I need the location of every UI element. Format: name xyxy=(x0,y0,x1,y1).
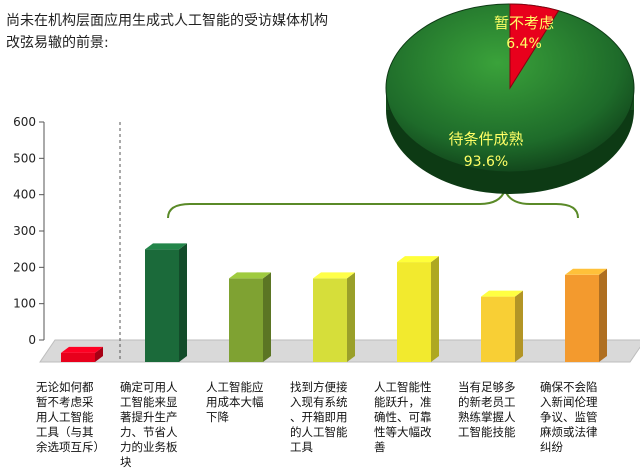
y-tick-label: 100 xyxy=(13,297,36,311)
pie-label: 待条件成熟 xyxy=(448,130,523,148)
bar-side xyxy=(263,272,271,362)
pie-percent-label: 93.6% xyxy=(464,154,508,170)
bar-top xyxy=(565,268,607,275)
chart-title-line-2: 改弦易辙的前景: xyxy=(6,35,109,51)
bar-front xyxy=(565,274,599,362)
y-tick-label: 0 xyxy=(28,333,36,347)
pie-percent-label: 6.4% xyxy=(506,36,542,52)
bar-side xyxy=(599,268,607,362)
bar-front xyxy=(145,249,179,362)
bar xyxy=(313,272,355,362)
bar-top xyxy=(229,272,271,279)
bar-front xyxy=(397,262,431,362)
bar-front xyxy=(229,278,263,362)
bar-front xyxy=(481,296,515,362)
y-tick-label: 300 xyxy=(13,224,36,238)
bar-top xyxy=(313,272,355,279)
x-tick-label: 人工智能应 用成本大幅 下降 xyxy=(206,380,264,424)
bar-front xyxy=(61,352,95,362)
chart-title-line-1: 尚未在机构层面应用生成式人工智能的受访媒体机构 xyxy=(6,13,328,29)
pie-label: 暂不考虑 xyxy=(494,14,554,32)
bar-side xyxy=(95,346,103,362)
bar-side xyxy=(431,256,439,362)
bar xyxy=(481,290,523,362)
bar-side xyxy=(347,272,355,362)
bar-top xyxy=(481,290,523,297)
y-tick-label: 400 xyxy=(13,188,36,202)
y-tick-label: 200 xyxy=(13,260,36,274)
x-tick-label: 当有足够多 的新老员工 熟练掌握人 工智能技能 xyxy=(458,380,516,439)
pie-slice-red xyxy=(509,3,560,90)
x-tick-label: 确定可用人 工智能来显 著提升生产 力、节省人 力的业务板 块 xyxy=(120,380,178,469)
bar-top xyxy=(145,243,187,250)
bar-side xyxy=(179,243,187,362)
bar xyxy=(229,272,271,362)
bar xyxy=(565,268,607,362)
bar-front xyxy=(313,278,347,362)
x-tick-label: 无论如何都 暂不考虑采 用人工智能 工具（与其 余选项互斥） xyxy=(36,380,105,454)
bar-top xyxy=(61,346,103,353)
bar xyxy=(145,243,187,362)
bar xyxy=(397,256,439,362)
bracket-connector xyxy=(167,187,579,219)
bar-top xyxy=(397,256,439,263)
x-tick-label: 找到方便接 入现有系统 、开箱即用 的人工智能 工具 xyxy=(290,380,348,454)
x-tick-label: 人工智能性 能跃升，准 确性、可靠 性等大幅改 善 xyxy=(374,380,432,454)
y-tick-label: 500 xyxy=(13,151,36,165)
bar-side xyxy=(515,290,523,362)
bar xyxy=(61,346,103,362)
x-tick-label: 确保不会陷 入新闻伦理 争议、监管 麻烦或法律 纠纷 xyxy=(540,380,598,454)
y-tick-label: 600 xyxy=(13,115,36,129)
